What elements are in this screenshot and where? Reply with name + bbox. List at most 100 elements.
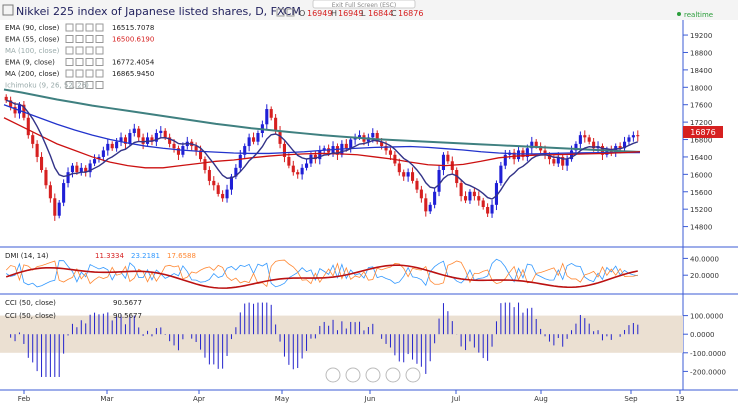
candle-body bbox=[433, 191, 437, 205]
settings-icon[interactable] bbox=[276, 8, 285, 17]
legend-tool-icon bbox=[65, 35, 74, 43]
candle-body bbox=[159, 130, 163, 133]
dmi-minus-line bbox=[5, 259, 638, 288]
cci-legend-value-2: 90.5677 bbox=[113, 312, 142, 320]
candle-body bbox=[503, 154, 507, 166]
legend-tool-icon bbox=[85, 58, 94, 66]
candle-body bbox=[216, 185, 220, 194]
candle-body bbox=[110, 143, 114, 149]
candle-body bbox=[256, 133, 260, 142]
candle-body bbox=[592, 141, 596, 149]
cci-tick-label: -200.0000 bbox=[690, 368, 726, 376]
ohlc-l-label: L bbox=[361, 9, 366, 18]
candle-body bbox=[547, 154, 552, 160]
legend-tool-icon bbox=[95, 35, 104, 43]
dmi-legend-label: DMI (14, 14) bbox=[5, 252, 49, 260]
candle-body bbox=[525, 148, 529, 157]
ohlc-h-value: 16949 bbox=[338, 9, 363, 18]
legend-tool-icon bbox=[85, 81, 94, 89]
candle-body bbox=[274, 117, 278, 131]
candle-body bbox=[198, 150, 203, 160]
candle-body bbox=[583, 135, 587, 138]
time-tick-label: May bbox=[275, 395, 289, 403]
legend-tool-icon bbox=[95, 23, 104, 32]
time-axis-ticks: Feb Mar Apr May Jun Jul Aug Sep 19 bbox=[18, 390, 684, 403]
cci-tick-label: 100.0000 bbox=[690, 313, 723, 321]
candle-body bbox=[388, 150, 393, 155]
candle-body bbox=[618, 146, 622, 149]
series-line-2 bbox=[3, 117, 641, 169]
candle-body bbox=[556, 156, 560, 164]
candle-body bbox=[349, 139, 353, 149]
candle-body bbox=[234, 167, 238, 177]
candle-body bbox=[291, 165, 295, 173]
legend-tool-icon bbox=[65, 69, 74, 78]
candle-body bbox=[534, 141, 538, 147]
zoom-controls bbox=[325, 367, 421, 383]
candle-body bbox=[490, 204, 494, 214]
price-tick-label: 19200 bbox=[690, 32, 712, 40]
candle-body bbox=[247, 137, 251, 147]
candle-body bbox=[207, 170, 211, 181]
candle-body bbox=[168, 137, 172, 144]
legend-tool-icon bbox=[65, 23, 74, 32]
legend-label-5: Ichimoku (9, 26, 52, 26) bbox=[5, 82, 89, 90]
legend-label-0: EMA (90, close) bbox=[5, 24, 60, 32]
series-line-0 bbox=[3, 88, 641, 153]
legend-label-1: EMA (55, close) bbox=[5, 36, 60, 44]
current-price-marker bbox=[683, 126, 723, 138]
candle-body bbox=[92, 159, 97, 164]
ohlc-l-value: 16844 bbox=[368, 9, 393, 18]
legend-tool-icon bbox=[75, 58, 84, 66]
candle-body bbox=[472, 191, 476, 197]
dmi-lines: 40.0000 20.0000 bbox=[5, 255, 719, 289]
zoom-in-icon[interactable] bbox=[385, 367, 401, 383]
candle-body bbox=[437, 170, 441, 192]
cci-series: 100.0000 0.0000 -100.0000 -200.0000 bbox=[10, 302, 726, 377]
candle-body bbox=[97, 156, 101, 160]
zoom-out-icon[interactable] bbox=[345, 367, 361, 383]
legend-tool-icon bbox=[95, 46, 104, 55]
candle-body bbox=[48, 185, 52, 199]
scroll-right-icon[interactable] bbox=[405, 367, 421, 383]
candle-body bbox=[552, 159, 556, 164]
indicator-legends: EMA (90, close) 16515.7078 EMA (55, close)… bbox=[5, 23, 155, 90]
cci-tick-label: -100.0000 bbox=[690, 350, 726, 358]
dmi-legend-v1: 11.3334 bbox=[95, 252, 124, 260]
candles bbox=[4, 94, 640, 221]
realtime-label: realtime bbox=[684, 11, 713, 19]
scroll-left-icon[interactable] bbox=[325, 367, 341, 383]
minimize-icon[interactable] bbox=[286, 8, 295, 17]
candle-body bbox=[31, 135, 35, 144]
candle-body bbox=[9, 100, 13, 107]
candle-body bbox=[574, 143, 578, 151]
candle-body bbox=[282, 143, 287, 157]
reset-zoom-icon[interactable] bbox=[365, 367, 381, 383]
candle-body bbox=[344, 143, 348, 149]
candle-body bbox=[627, 137, 631, 142]
candle-body bbox=[269, 109, 273, 118]
dmi-tick-label: 40.0000 bbox=[690, 255, 719, 263]
candle-body bbox=[565, 159, 569, 166]
cci-legend-value-1: 90.5677 bbox=[113, 299, 142, 307]
menu-icon[interactable] bbox=[2, 4, 14, 16]
candle-body bbox=[287, 156, 291, 166]
candle-body bbox=[296, 172, 300, 175]
candle-body bbox=[13, 106, 17, 114]
candle-body bbox=[243, 146, 247, 155]
exit-fullscreen-button[interactable] bbox=[312, 0, 416, 9]
candle-body bbox=[35, 143, 39, 157]
legend-tool-icon bbox=[85, 46, 94, 55]
candle-body bbox=[203, 159, 207, 170]
candle-body bbox=[468, 191, 472, 201]
candle-body bbox=[335, 146, 340, 155]
legend-tool-icon bbox=[85, 23, 94, 32]
cci-legend-label-1: CCI (50, close) bbox=[5, 299, 56, 307]
candle-body bbox=[415, 180, 419, 190]
candle-body bbox=[278, 130, 282, 144]
legend-tool-icon bbox=[65, 58, 74, 66]
candle-body bbox=[375, 133, 379, 142]
candle-body bbox=[636, 135, 640, 137]
indicator-lines bbox=[3, 88, 641, 200]
candle-body bbox=[39, 156, 44, 170]
